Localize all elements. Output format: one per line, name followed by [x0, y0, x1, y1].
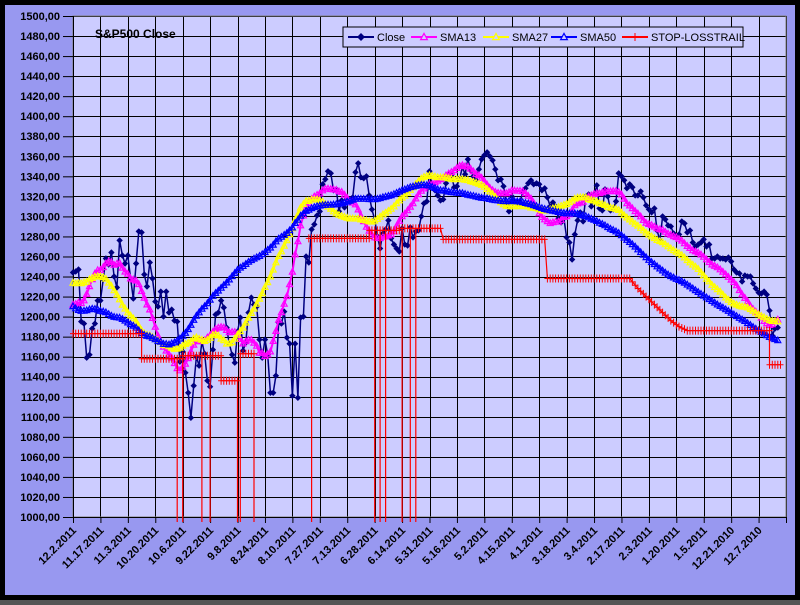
close-diamond-markers [69, 149, 782, 421]
y-tick-label: 1300,00 [20, 211, 60, 223]
sma50-triangle-markers [68, 180, 782, 348]
sma13-legend-marker-icon [419, 32, 429, 41]
y-tick-label: 1040,00 [20, 472, 60, 484]
sma27-legend-marker-icon [491, 32, 501, 41]
legend-item-sma13[interactable]: SMA13 [411, 32, 476, 44]
plot-area[interactable] [73, 16, 786, 517]
legend-label: SMA50 [580, 32, 616, 44]
y-tick-label: 1480,00 [20, 31, 60, 43]
y-tick-label: 1440,00 [20, 71, 60, 83]
close-legend-marker-icon [357, 33, 365, 41]
stop-losstrail-legend-marker-icon [632, 33, 638, 41]
y-tick-label: 1120,00 [21, 392, 60, 404]
y-tick-label: 1000,00 [20, 512, 60, 524]
y-tick-label: 1080,00 [20, 432, 60, 444]
y-tick-label: 1420,00 [20, 91, 60, 103]
series-sma50[interactable] [68, 180, 782, 348]
stop-loss-plus-markers [237, 349, 257, 358]
y-tick-label: 1320,00 [20, 191, 60, 203]
legend-item-stop-losstrail[interactable]: STOP-LOSSTRAIL [622, 32, 745, 44]
y-axis-labels: 1500,00 1480,00 1460,00 1440,00 1420,00 1400,… [20, 11, 73, 524]
series-stop-losstrail[interactable] [70, 224, 784, 522]
legend-label: STOP-LOSSTRAIL [651, 32, 745, 44]
y-tick-label: 1260,00 [20, 251, 60, 263]
y-tick-label: 1400,00 [20, 111, 60, 123]
y-tick-label: 1100,00 [21, 412, 60, 424]
y-tick-label: 1220,00 [20, 292, 60, 304]
y-tick-label: 1340,00 [20, 171, 60, 183]
series-close[interactable] [69, 149, 782, 421]
legend-item-sma50[interactable]: SMA50 [551, 32, 616, 44]
stop-loss-plus-markers [305, 224, 784, 369]
y-tick-label: 1180,00 [21, 332, 60, 344]
y-tick-label: 1360,00 [20, 151, 60, 163]
y-tick-label: 1140,00 [21, 372, 60, 384]
legend[interactable]: Close SMA13 SMA27 SMA50 STOP-LOSSTRAIL [342, 26, 745, 48]
y-tick-label: 1200,00 [20, 312, 60, 324]
y-tick-label: 1460,00 [20, 51, 60, 63]
chart-title: S&P500 Close [95, 27, 176, 41]
legend-label: SMA27 [512, 32, 548, 44]
sma50-legend-marker-icon [559, 32, 569, 41]
legend-item-close[interactable]: Close [348, 32, 405, 44]
stop-loss-plus-markers [70, 329, 241, 385]
legend-item-sma27[interactable]: SMA27 [483, 32, 548, 44]
legend-label: Close [377, 32, 405, 44]
y-tick-label: 1280,00 [20, 231, 60, 243]
legend-label: SMA13 [440, 32, 476, 44]
y-tick-label: 1160,00 [21, 352, 60, 364]
y-tick-label: 1380,00 [20, 131, 60, 143]
y-tick-label: 1060,00 [20, 452, 60, 464]
y-tick-label: 1020,00 [20, 492, 60, 504]
legend-box[interactable] [342, 26, 744, 48]
y-tick-label: 1500,00 [20, 11, 60, 23]
y-tick-label: 1240,00 [20, 272, 60, 284]
